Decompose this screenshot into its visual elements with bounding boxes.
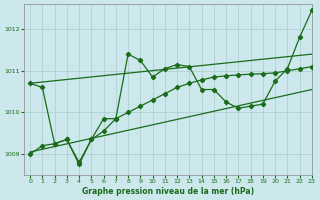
X-axis label: Graphe pression niveau de la mer (hPa): Graphe pression niveau de la mer (hPa) [82,187,254,196]
